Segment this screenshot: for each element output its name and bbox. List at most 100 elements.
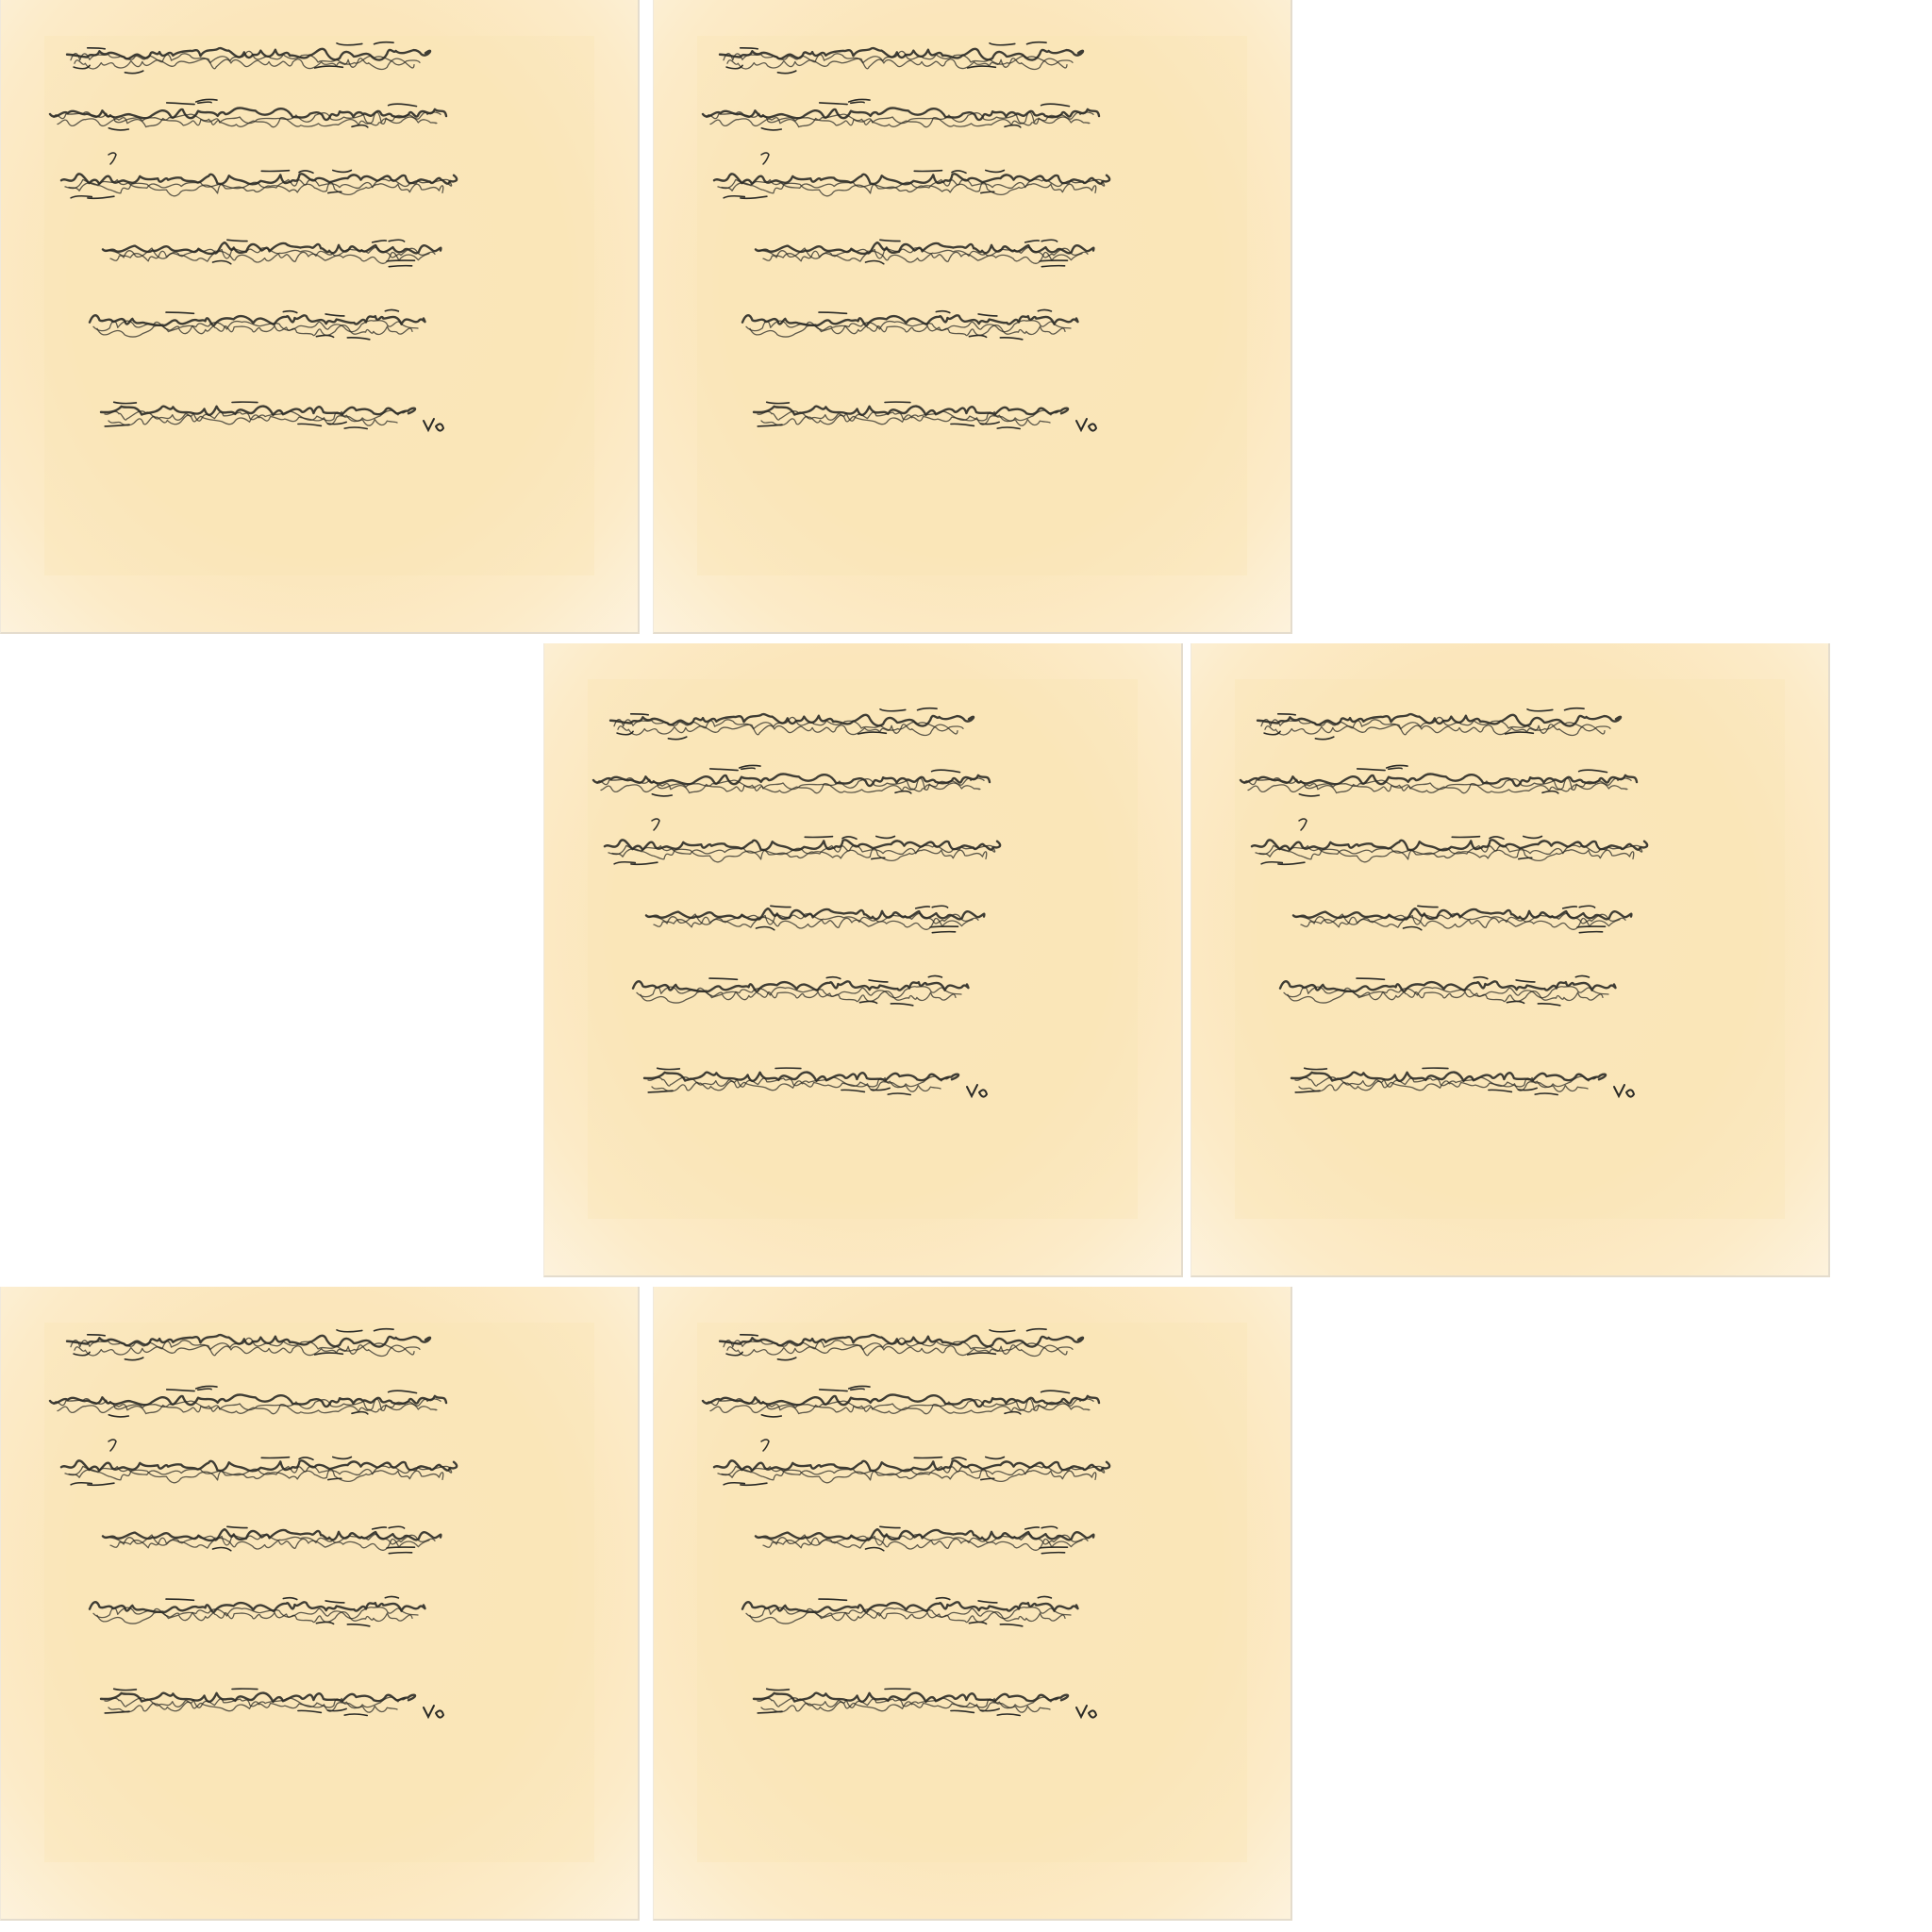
scribble-line bbox=[721, 181, 1097, 197]
scribble-mark bbox=[346, 1624, 371, 1627]
scribble-mark bbox=[989, 42, 1016, 46]
scribble-mark bbox=[384, 1595, 400, 1599]
scribble-glyph bbox=[760, 1439, 770, 1452]
scribble-mark bbox=[1574, 974, 1591, 978]
scribble-mark bbox=[104, 424, 130, 427]
scribble-line bbox=[88, 314, 426, 327]
scribble-mark bbox=[371, 1526, 388, 1530]
scribble-line bbox=[647, 1075, 950, 1088]
scribble-line bbox=[741, 314, 1079, 327]
scribble-mark bbox=[613, 860, 637, 865]
handwritten-sheet-bottom-right bbox=[653, 1287, 1292, 1921]
scribble-mark bbox=[804, 835, 834, 839]
signature-mark bbox=[423, 1705, 445, 1720]
scribble-mark bbox=[165, 1598, 195, 1602]
scribble-mark bbox=[1506, 1000, 1525, 1005]
scribble-line bbox=[1294, 1075, 1597, 1088]
scribble-mark bbox=[818, 102, 848, 106]
scribble-mark bbox=[1576, 925, 1607, 928]
scribble-mark bbox=[989, 1329, 1016, 1333]
scribble-mark bbox=[86, 1333, 106, 1337]
scribble-line bbox=[104, 409, 407, 422]
scribble-mark bbox=[70, 194, 93, 199]
scribble-line bbox=[1278, 980, 1617, 993]
scribble-mark bbox=[1037, 308, 1053, 312]
scribble-mark bbox=[950, 423, 975, 427]
scribble-line bbox=[99, 405, 417, 417]
scribble-mark bbox=[1473, 975, 1489, 980]
scribble-mark bbox=[332, 1456, 353, 1460]
scribble-line bbox=[741, 1601, 1079, 1614]
scribble-drawing bbox=[701, 1327, 1111, 1720]
scribble-line bbox=[96, 325, 413, 338]
scribble-mark bbox=[313, 1352, 344, 1356]
scribble-mark bbox=[966, 65, 997, 69]
scribble-mark bbox=[332, 169, 353, 174]
scribble-mark bbox=[386, 259, 416, 262]
scribble-line bbox=[109, 250, 430, 264]
scribble-line bbox=[74, 58, 415, 71]
scribble-mark bbox=[73, 64, 91, 70]
scribble-mark bbox=[951, 170, 967, 175]
scribble-line bbox=[92, 1607, 419, 1620]
scribble-line bbox=[64, 178, 453, 190]
scribble-mark bbox=[384, 308, 400, 312]
scribble-line bbox=[108, 414, 398, 426]
scribble-mark bbox=[226, 1525, 248, 1529]
scribble-line bbox=[608, 844, 996, 856]
scribble-mark bbox=[656, 1067, 681, 1071]
scribble-mark bbox=[112, 401, 138, 405]
scribble-mark bbox=[197, 1388, 212, 1391]
scribble-mark bbox=[977, 313, 998, 317]
scribble-mark bbox=[847, 98, 871, 103]
scribble-mark bbox=[194, 1385, 218, 1390]
scribble-mark bbox=[387, 1390, 418, 1394]
scribble-mark bbox=[351, 1410, 369, 1415]
scribble-mark bbox=[723, 1481, 746, 1486]
scribble-line bbox=[762, 1537, 1083, 1551]
scribble-mark bbox=[1561, 906, 1578, 909]
scribble-mark bbox=[373, 1327, 394, 1332]
scribble-mark bbox=[977, 1600, 998, 1604]
scribble-line bbox=[74, 1344, 415, 1357]
scribble-mark bbox=[1041, 264, 1066, 268]
scribble-drawing bbox=[1239, 707, 1649, 1099]
scribble-mark bbox=[327, 1477, 342, 1481]
scribble-line bbox=[99, 1691, 417, 1704]
scribble-mark bbox=[315, 1621, 335, 1625]
scribble-line bbox=[651, 1080, 941, 1092]
scribble-mark bbox=[387, 103, 418, 108]
scribble-mark bbox=[667, 736, 688, 741]
scribble-line bbox=[65, 46, 432, 61]
scribble-line bbox=[109, 1537, 430, 1551]
scribble-mark bbox=[929, 925, 959, 928]
scribble-line bbox=[712, 1459, 1111, 1473]
scribble-mark bbox=[1004, 1410, 1022, 1415]
scribble-mark bbox=[1040, 1390, 1071, 1394]
scribble-line bbox=[1291, 907, 1633, 922]
scribble-mark bbox=[740, 1482, 768, 1487]
scribble-mark bbox=[1577, 769, 1608, 774]
scribble-mark bbox=[879, 239, 901, 242]
scribble-mark bbox=[1277, 861, 1306, 866]
scribble-mark bbox=[894, 790, 912, 794]
scribble-mark bbox=[343, 1713, 368, 1717]
scribble-line bbox=[65, 1333, 432, 1348]
scribble-mark bbox=[108, 127, 130, 131]
scribble-mark bbox=[373, 41, 394, 45]
scribble-line bbox=[762, 250, 1083, 264]
scribble-line bbox=[718, 46, 1085, 61]
scribble-mark bbox=[760, 1414, 783, 1418]
scribble-mark bbox=[1385, 764, 1408, 769]
scribble-line bbox=[760, 414, 1051, 426]
scribble-line bbox=[709, 1403, 1091, 1415]
scribble-mark bbox=[313, 65, 344, 69]
scribble-mark bbox=[1534, 1092, 1558, 1096]
scribble-mark bbox=[1040, 103, 1071, 108]
scribble-mark bbox=[165, 102, 195, 106]
scribble-line bbox=[752, 405, 1070, 417]
scribble-mark bbox=[1488, 1089, 1513, 1093]
scribble-mark bbox=[930, 769, 961, 774]
scribble-line bbox=[642, 1071, 960, 1083]
